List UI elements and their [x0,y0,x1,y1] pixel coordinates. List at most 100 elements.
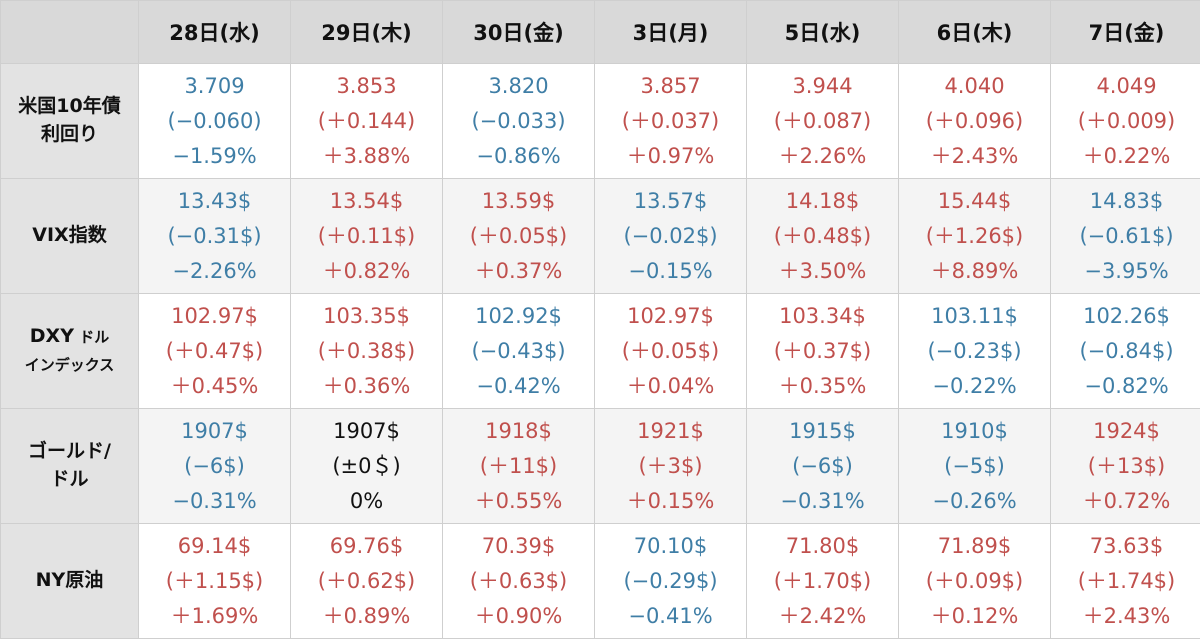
percent-change: ＋0.89% [291,599,442,634]
value-cell: 102.92$(−0.43$)−0.42% [443,294,595,409]
value-cell: 4.049(＋0.009)＋0.22% [1051,64,1200,179]
percent-change: −2.26% [139,254,290,289]
price-value: 71.89$ [899,529,1050,564]
change-value: (−0.060) [139,104,290,139]
value-cell: 70.10$(−0.29$)−0.41% [595,524,747,639]
price-value: 102.97$ [139,299,290,334]
row-label-line1: NY原油 [36,569,104,591]
change-value: (−0.02$) [595,219,746,254]
price-value: 13.54$ [291,184,442,219]
price-value: 4.049 [1051,69,1200,104]
change-value: (＋13$) [1051,449,1200,484]
date-header: 3日(月) [595,1,747,64]
value-cell: 1915$(−6$)−0.31% [747,409,899,524]
value-cell: 73.63$(＋1.74$)＋2.43% [1051,524,1200,639]
value-cell: 3.944(＋0.087)＋2.26% [747,64,899,179]
percent-change: 0% [291,484,442,519]
row-label-line1-small: ドル [74,328,109,346]
row-label-line1: DXY [30,325,74,347]
row-label-line2: ドル [50,468,88,490]
price-value: 15.44$ [899,184,1050,219]
change-value: (−0.43$) [443,334,594,369]
percent-change: ＋0.97% [595,139,746,174]
percent-change: −0.15% [595,254,746,289]
value-cell: 4.040(＋0.096)＋2.43% [899,64,1051,179]
change-value: (−5$) [899,449,1050,484]
table-body: 米国10年債 利回り 3.709(−0.060)−1.59%3.853(＋0.1… [1,64,1200,639]
row-gold: ゴールド/ ドル 1907$(−6$)−0.31%1907$(±0＄)0%191… [1,409,1200,524]
value-cell: 13.59$(＋0.05$)＋0.37% [443,179,595,294]
percent-change: ＋3.50% [747,254,898,289]
price-value: 3.820 [443,69,594,104]
percent-change: ＋0.45% [139,369,290,404]
price-value: 3.944 [747,69,898,104]
percent-change: ＋2.43% [1051,599,1200,634]
price-value: 71.80$ [747,529,898,564]
value-cell: 3.709(−0.060)−1.59% [139,64,291,179]
value-cell: 13.57$(−0.02$)−0.15% [595,179,747,294]
price-value: 102.97$ [595,299,746,334]
percent-change: ＋2.42% [747,599,898,634]
row-label-line2: インデックス [25,356,115,374]
change-value: (−0.84$) [1051,334,1200,369]
price-value: 1907$ [139,414,290,449]
row-label: VIX指数 [1,179,139,294]
price-value: 14.83$ [1051,184,1200,219]
change-value: (＋0.09$) [899,564,1050,599]
price-value: 70.10$ [595,529,746,564]
change-value: (−0.033) [443,104,594,139]
price-value: 13.43$ [139,184,290,219]
percent-change: ＋1.69% [139,599,290,634]
row-label: ゴールド/ ドル [1,409,139,524]
percent-change: −1.59% [139,139,290,174]
value-cell: 1907$(±0＄)0% [291,409,443,524]
value-cell: 3.857(＋0.037)＋0.97% [595,64,747,179]
percent-change: ＋2.43% [899,139,1050,174]
percent-change: ＋0.55% [443,484,594,519]
date-header: 7日(金) [1051,1,1200,64]
change-value: (＋3$) [595,449,746,484]
percent-change: ＋0.04% [595,369,746,404]
row-label: DXY ドル インデックス [1,294,139,409]
value-cell: 13.43$(−0.31$)−2.26% [139,179,291,294]
change-value: (±0＄) [291,449,442,484]
percent-change: ＋0.82% [291,254,442,289]
percent-change: −0.82% [1051,369,1200,404]
row-vix: VIX指数 13.43$(−0.31$)−2.26%13.54$(＋0.11$)… [1,179,1200,294]
value-cell: 103.11$(−0.23$)−0.22% [899,294,1051,409]
value-cell: 102.26$(−0.84$)−0.82% [1051,294,1200,409]
change-value: (＋0.11$) [291,219,442,254]
percent-change: ＋2.26% [747,139,898,174]
change-value: (＋1.26$) [899,219,1050,254]
value-cell: 102.97$(＋0.47$)＋0.45% [139,294,291,409]
table-header: 28日(水) 29日(木) 30日(金) 3日(月) 5日(水) 6日(木) 7… [1,1,1200,64]
change-value: (＋0.62$) [291,564,442,599]
price-value: 1924$ [1051,414,1200,449]
value-cell: 71.89$(＋0.09$)＋0.12% [899,524,1051,639]
change-value: (＋0.05$) [595,334,746,369]
value-cell: 69.14$(＋1.15$)＋1.69% [139,524,291,639]
price-value: 14.18$ [747,184,898,219]
change-value: (＋0.144) [291,104,442,139]
percent-change: −0.31% [747,484,898,519]
percent-change: ＋0.15% [595,484,746,519]
value-cell: 3.820(−0.033)−0.86% [443,64,595,179]
value-cell: 1918$(＋11$)＋0.55% [443,409,595,524]
value-cell: 15.44$(＋1.26$)＋8.89% [899,179,1051,294]
percent-change: ＋8.89% [899,254,1050,289]
change-value: (−6$) [747,449,898,484]
change-value: (＋1.74$) [1051,564,1200,599]
change-value: (＋1.70$) [747,564,898,599]
price-value: 3.709 [139,69,290,104]
row-label-line1: VIX指数 [32,224,106,246]
price-value: 1921$ [595,414,746,449]
price-value: 103.34$ [747,299,898,334]
value-cell: 14.83$(−0.61$)−3.95% [1051,179,1200,294]
price-value: 1918$ [443,414,594,449]
change-value: (−0.61$) [1051,219,1200,254]
change-value: (＋11$) [443,449,594,484]
percent-change: −0.42% [443,369,594,404]
percent-change: −0.41% [595,599,746,634]
price-value: 3.853 [291,69,442,104]
